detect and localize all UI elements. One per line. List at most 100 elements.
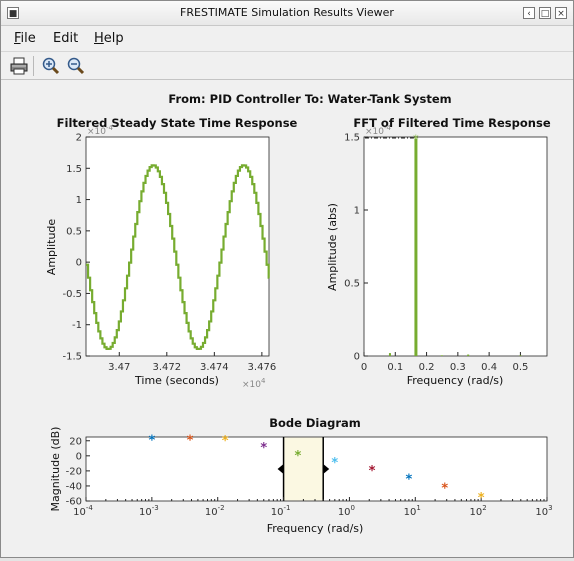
bode-x-tick-label: 10-3 <box>139 504 159 518</box>
bode-point-marker: * <box>331 456 338 471</box>
time-y-tick-label: 1 <box>76 195 82 206</box>
bode-x-tick-power: -1 <box>283 504 290 512</box>
bode-x-tick-base: 10 <box>271 507 284 518</box>
menu-help[interactable]: Help <box>94 31 124 46</box>
bode-x-tick-base: 10 <box>338 507 351 518</box>
bode-point-marker: * <box>294 449 301 464</box>
window-title: FRESTIMATE Simulation Results Viewer <box>180 6 394 19</box>
bode-x-tick-power: 1 <box>416 504 420 512</box>
fft-y-tick-label: 1 <box>354 206 360 217</box>
menu-file-label: ile <box>20 31 36 46</box>
fft-peak-marker: * <box>413 132 419 145</box>
bode-x-tick-label: 101 <box>404 504 421 518</box>
bode-point-marker: * <box>222 434 229 449</box>
bode-point-marker: * <box>441 481 448 496</box>
print-icon[interactable] <box>9 56 29 76</box>
bode-x-tick-base: 10 <box>535 507 548 518</box>
bode-plot-title: Bode Diagram <box>269 416 361 430</box>
time-y-tick-label: 2 <box>76 133 82 144</box>
zoom-out-icon[interactable] <box>66 56 86 76</box>
minimize-icon[interactable]: ‹ <box>523 7 535 19</box>
bode-y-tick-label: -40 <box>66 481 82 492</box>
time-x-tick-label: 3.472 <box>152 362 181 373</box>
fft-x-tick-label: 0.5 <box>512 362 528 373</box>
fft-x-tick-label: 0.4 <box>481 362 497 373</box>
menu-file-mnemonic: F <box>14 31 21 46</box>
time-response-panel[interactable]: Filtered Steady State Time Response ×10-… <box>45 116 298 390</box>
fft-x-tick-label: 0.2 <box>419 362 435 373</box>
time-x-tick-label: 3.474 <box>200 362 229 373</box>
bode-band-left-handle-icon <box>277 464 284 474</box>
toolbar-separator <box>33 56 34 76</box>
fft-y-tick-label: 0 <box>354 352 360 363</box>
fft-x-tick-label: 0.1 <box>387 362 403 373</box>
time-y-label: Amplitude <box>45 219 58 276</box>
time-plot-title: Filtered Steady State Time Response <box>57 116 298 130</box>
maximize-icon[interactable]: □ <box>539 7 551 19</box>
fft-y-tick-label: 0.5 <box>344 279 360 290</box>
fft-x-label: Frequency (rad/s) <box>407 374 504 387</box>
menu-bar: File Edit Help <box>1 26 573 50</box>
fft-panel[interactable]: FFT of Filtered Time Response ×10-4 1.5 1… <box>326 116 551 387</box>
bode-point-marker: * <box>260 441 267 456</box>
figure-area: From: PID Controller To: Water-Tank Syst… <box>1 80 573 557</box>
bode-y-tick-label: 20 <box>69 436 82 447</box>
time-y-exponent: ×10-4 <box>87 124 114 137</box>
fft-plot-title: FFT of Filtered Time Response <box>353 116 550 130</box>
time-response-series <box>86 164 270 351</box>
fft-y-exponent: ×10-4 <box>365 124 392 137</box>
time-y-tick-label: 1.5 <box>66 164 82 175</box>
bode-x-tick-power: -4 <box>86 504 94 512</box>
bode-x-tick-power: 0 <box>351 504 355 512</box>
time-y-tick-label: -1 <box>72 320 82 331</box>
menu-edit[interactable]: Edit <box>53 31 79 46</box>
bode-x-tick-power: 2 <box>482 504 486 512</box>
fft-x-tick-label: 0.3 <box>450 362 466 373</box>
fft-y-tick-label: 1.5 <box>344 133 360 144</box>
fft-x-tick-label: 0 <box>361 362 367 373</box>
time-y-tick-label: -1.5 <box>62 352 82 363</box>
bode-y-tick-label: -20 <box>66 466 82 477</box>
bode-point-marker: * <box>187 433 194 448</box>
time-y-tick-label: 0.5 <box>66 226 82 237</box>
time-x-tick-label: 3.476 <box>248 362 277 373</box>
bode-x-tick-base: 10 <box>73 507 86 518</box>
time-plot-axes <box>85 136 270 357</box>
bode-x-tick-label: 10-4 <box>73 504 93 518</box>
bode-point-marker: * <box>369 464 376 479</box>
zoom-in-icon[interactable] <box>41 56 61 76</box>
bode-x-tick-label: 103 <box>535 504 552 518</box>
bode-x-tick-base: 10 <box>404 507 417 518</box>
bode-x-tick-label: 100 <box>338 504 355 518</box>
time-x-tick-label: 3.47 <box>108 362 130 373</box>
menu-help-label: elp <box>103 31 124 46</box>
fft-y-label: Amplitude (abs) <box>326 203 339 291</box>
menu-file[interactable]: File <box>14 31 36 46</box>
close-icon[interactable]: × <box>555 7 567 19</box>
bode-x-tick-power: -2 <box>218 504 225 512</box>
bode-x-tick-base: 10 <box>205 507 218 518</box>
figure-canvas: From: PID Controller To: Water-Tank Syst… <box>45 92 553 535</box>
bode-x-tick-base: 10 <box>139 507 152 518</box>
bode-x-tick-base: 10 <box>470 507 483 518</box>
time-y-tick-label: 0 <box>76 258 82 269</box>
time-y-tick-label: -0.5 <box>62 289 82 300</box>
window-menu-icon[interactable]: ■ <box>7 7 19 19</box>
bode-x-tick-label: 102 <box>470 504 487 518</box>
time-x-label: Time (seconds) <box>134 374 219 387</box>
figure-suptitle: From: PID Controller To: Water-Tank Syst… <box>168 92 451 106</box>
bode-x-tick-power: 3 <box>548 504 552 512</box>
bode-point-marker: * <box>148 433 155 448</box>
bode-x-label: Frequency (rad/s) <box>267 522 364 535</box>
bode-y-tick-label: 0 <box>76 451 82 462</box>
toolbar <box>1 51 573 80</box>
time-x-exponent: ×104 <box>242 377 266 390</box>
fft-plot-axes <box>363 136 548 357</box>
bode-point-marker: * <box>478 491 485 506</box>
title-bar: ■ FRESTIMATE Simulation Results Viewer ‹… <box>1 1 573 26</box>
bode-y-label: Magnitude (dB) <box>49 427 62 512</box>
bode-panel[interactable]: Bode Diagram 200-20-40-60 10-4 10-3 10-2 10… <box>49 416 553 535</box>
bode-band-right-handle-icon <box>323 464 330 474</box>
bode-x-tick-power: -3 <box>152 504 159 512</box>
